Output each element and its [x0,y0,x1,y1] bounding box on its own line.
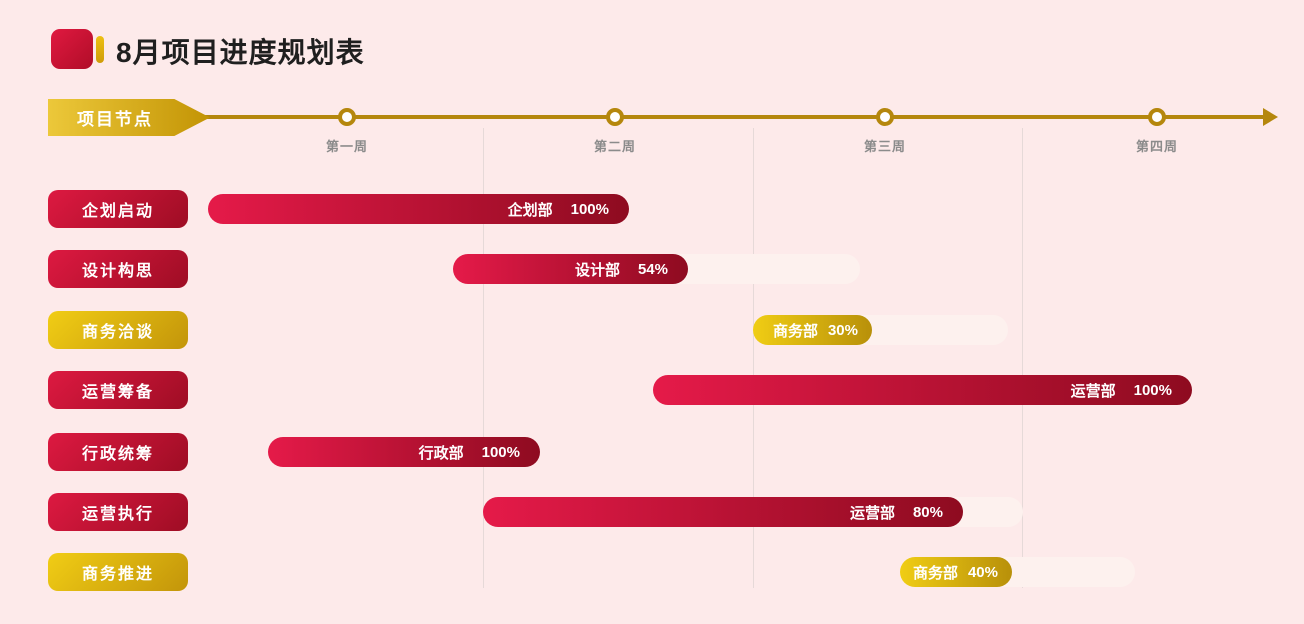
progress-bar: 企划部 100% [208,194,629,224]
title-bullet-gold-icon [96,36,104,63]
bar-percent: 100% [570,200,609,218]
timeline-arrowhead-icon [1263,108,1278,126]
timeline-axis-label: 项目节点 [48,99,210,136]
bar-department: 运营部 [849,504,895,522]
progress-bar: 商务部 40% [900,557,1012,587]
grid-line [1022,128,1023,588]
week-label: 第四周 [1135,139,1178,154]
week-label: 第二周 [593,139,636,154]
task-label: 企划启动 [48,190,188,228]
bar-percent: 30% [827,321,858,339]
task-label: 商务洽谈 [48,311,188,349]
page-title: 8月项目进度规划表 [116,37,365,68]
bar-percent: 100% [481,443,520,461]
task-label: 运营执行 [48,493,188,531]
bar-percent: 80% [912,503,943,521]
task-label: 行政统筹 [48,433,188,471]
bar-department: 运营部 [1070,382,1116,400]
week-marker-icon [338,108,356,126]
bar-percent: 100% [1133,381,1172,399]
progress-bar: 行政部 100% [268,437,540,467]
bar-department: 设计部 [574,261,620,279]
grid-line [753,128,754,588]
title-bullet-red-icon [51,29,93,69]
bar-department: 商务部 [772,322,818,340]
progress-bar: 设计部 54% [453,254,688,284]
task-label: 运营筹备 [48,371,188,409]
week-label: 第三周 [863,139,906,154]
grid-line [483,128,484,588]
bar-department: 行政部 [418,444,464,462]
bar-department: 企划部 [507,201,553,219]
timeline-axis-line [203,115,1266,119]
progress-bar: 商务部 30% [753,315,872,345]
week-label: 第一周 [325,139,368,154]
week-marker-icon [1148,108,1166,126]
bar-percent: 54% [637,260,668,278]
task-label: 商务推进 [48,553,188,591]
bar-percent: 40% [967,563,998,581]
progress-bar: 运营部 80% [483,497,963,527]
task-label: 设计构思 [48,250,188,288]
week-marker-icon [876,108,894,126]
week-marker-icon [606,108,624,126]
bar-department: 商务部 [912,564,958,582]
progress-bar: 运营部 100% [653,375,1192,405]
